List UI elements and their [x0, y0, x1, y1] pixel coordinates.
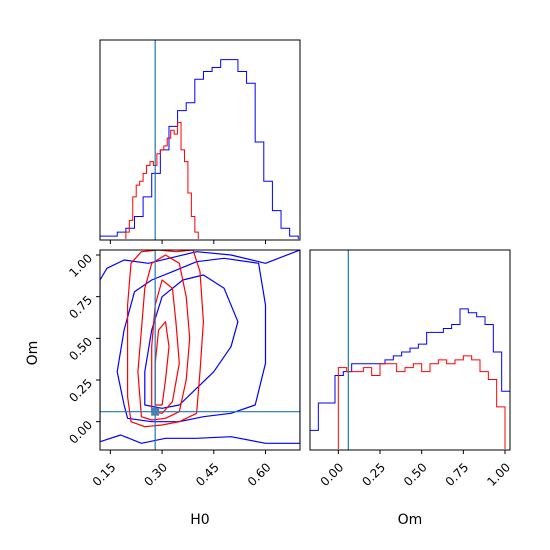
y-tick-label: 0.25: [66, 376, 95, 405]
contour-0-1: [116, 257, 267, 423]
x-axis-label-om: Om: [398, 512, 423, 528]
x-tick-label: 1.00: [484, 460, 513, 489]
contour-1-1: [137, 254, 191, 421]
y-tick-label: 1.00: [66, 251, 95, 280]
panel-frame: [99, 39, 301, 241]
histogram-series-0: [310, 308, 510, 449]
om-histogram-panel: 0.00 0.25 0.50 0.75 1.00: [309, 249, 513, 489]
x-tick-label: 0.15: [90, 460, 119, 489]
contour-1-3: [154, 321, 170, 406]
truth-marker: [151, 407, 160, 416]
y-axis-label-om: Om: [25, 341, 41, 366]
contour-1-2: [151, 279, 180, 414]
x-axis-label-h0: H0: [190, 512, 209, 528]
contour-1-0: [126, 250, 204, 428]
x-tick-label: 0.60: [245, 460, 274, 489]
y-tick-label: 0.00: [66, 418, 95, 447]
x-tick-label: 0.25: [359, 460, 388, 489]
h0-histogram-panel: [99, 39, 301, 244]
x-tick-label: 0.00: [318, 460, 347, 489]
contour-0-2: [144, 274, 239, 409]
histogram-series-1: [125, 121, 199, 239]
x-tick-label: 0.50: [401, 460, 430, 489]
contour-0-0: [100, 250, 300, 444]
x-tick-label: 0.30: [141, 460, 170, 489]
plot-area: [100, 250, 300, 450]
axis-labels: H0 Om Om: [25, 341, 422, 528]
y-tick-label: 0.75: [66, 293, 95, 322]
x-tick-label: 0.75: [443, 460, 472, 489]
plot-area: [310, 250, 510, 450]
panel-frame: [99, 249, 301, 451]
x-tick-label: 0.45: [193, 460, 222, 489]
histogram-series-1: [337, 355, 506, 449]
plot-area: [100, 40, 299, 240]
y-tick-label: 0.50: [66, 335, 95, 364]
histogram-series-0: [100, 59, 299, 239]
panel-frame: [309, 249, 511, 451]
h0-om-contour-panel: 0.15 0.30 0.45 0.60 0.00 0.25 0.50 0.75 1.00: [66, 249, 301, 489]
